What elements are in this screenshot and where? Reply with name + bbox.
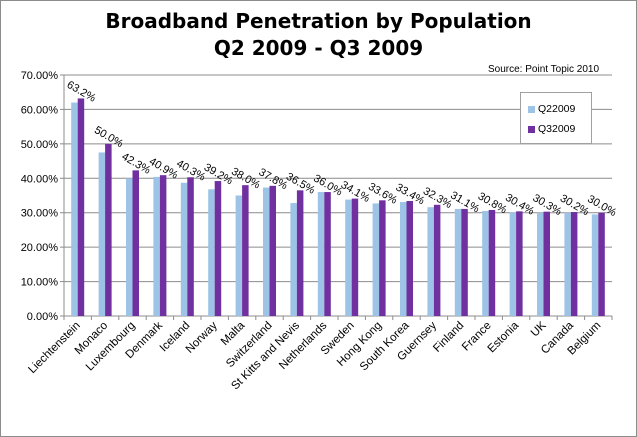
- bar-q32009: [324, 192, 331, 316]
- bar-q22009: [126, 178, 133, 316]
- bar-q32009: [159, 175, 167, 316]
- legend-swatch-q3: [528, 125, 535, 133]
- x-category-label: Estonia: [486, 319, 522, 355]
- bar-q22009: [427, 207, 434, 316]
- bar-q22009: [482, 210, 489, 316]
- bar-q22009: [345, 199, 352, 316]
- bar-q22009: [537, 212, 544, 316]
- bar-q22009: [317, 192, 325, 316]
- bar-q22009: [98, 152, 106, 316]
- bar-q32009: [214, 181, 222, 316]
- bar-q22009: [71, 102, 78, 317]
- chart-title-line-1: Broadband Penetration by Population: [105, 9, 532, 33]
- bar-q32009: [598, 212, 605, 316]
- y-tick-label: 40.00%: [21, 173, 59, 185]
- y-tick-label: 20.00%: [21, 242, 59, 254]
- bar-q32009: [570, 212, 578, 316]
- legend-label-q2: Q22009: [538, 103, 576, 115]
- x-category-label: UK: [529, 319, 549, 339]
- bar-q32009: [187, 177, 194, 316]
- chart-title-line-2: Q2 2009 - Q3 2009: [213, 36, 424, 60]
- bar-q32009: [105, 143, 112, 316]
- legend-label-q3: Q32009: [538, 123, 576, 135]
- legend: Q22009 Q32009: [520, 92, 592, 144]
- legend-item-q3: Q32009: [528, 122, 575, 136]
- bar-q22009: [509, 212, 517, 316]
- bar-q32009: [433, 204, 441, 316]
- y-tick-label: 30.00%: [21, 208, 59, 220]
- bar-q22009: [153, 176, 160, 316]
- bar-q22009: [564, 212, 571, 316]
- bar-q32009: [77, 98, 85, 316]
- bar-q22009: [208, 189, 215, 316]
- bar-q32009: [242, 185, 249, 316]
- y-tick-label: 70.00%: [21, 70, 59, 82]
- chart-title: Broadband Penetration by Population Q2 2…: [0, 8, 637, 62]
- legend-swatch-q2: [528, 105, 535, 113]
- bar-q32009: [406, 201, 413, 316]
- bar-q22009: [591, 214, 599, 316]
- y-tick-label: 0.00%: [27, 311, 58, 323]
- bar-q22009: [400, 202, 407, 316]
- bar-q32009: [461, 208, 468, 316]
- bar-q22009: [235, 195, 243, 316]
- bar-q22009: [454, 208, 462, 316]
- source-note: Source: Point Topic 2010: [488, 64, 600, 75]
- bar-q32009: [488, 209, 496, 316]
- bar-q32009: [132, 170, 139, 316]
- bar-q32009: [351, 198, 359, 316]
- bar-q22009: [372, 203, 380, 316]
- y-tick-label: 10.00%: [21, 277, 59, 289]
- y-tick-label: 50.00%: [21, 139, 59, 151]
- legend-item-q2: Q22009: [528, 102, 575, 116]
- bar-q32009: [296, 190, 304, 316]
- bar-q22009: [180, 182, 188, 316]
- bar-q32009: [543, 211, 550, 316]
- bar-q22009: [290, 203, 297, 316]
- x-category-label: Finland: [431, 320, 466, 355]
- y-tick-label: 60.00%: [21, 104, 59, 116]
- bar-q22009: [263, 187, 270, 316]
- bar-q32009: [516, 211, 523, 316]
- bar-q32009: [269, 185, 276, 316]
- bar-q32009: [379, 200, 386, 316]
